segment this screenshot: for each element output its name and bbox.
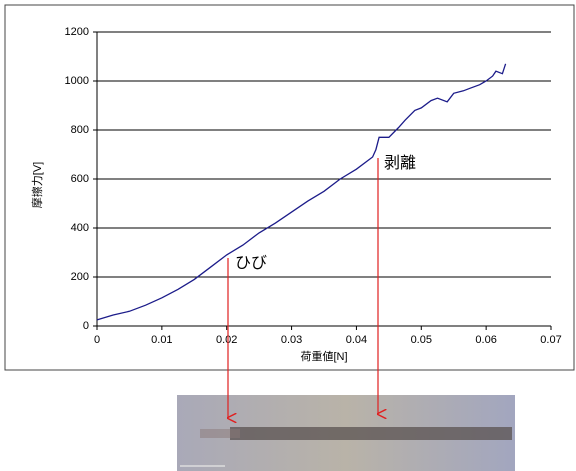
x-tick-label: 0: [94, 334, 100, 346]
annotation: ひび: [235, 254, 267, 272]
y-axis-label: 摩擦力[V]: [30, 162, 44, 208]
chart: 摩擦力[V] 荷重値[N] 0 200 400 600 800 1000 1200 0 0.01…: [0, 0, 576, 471]
y-tick-label: 1000: [65, 75, 89, 87]
x-tick-label: 0.05: [411, 334, 432, 346]
chart-frame: [5, 5, 574, 370]
x-tick-label: 0.02: [216, 334, 237, 346]
page: {"chart_data": {"type": "line", "x_label…: [0, 0, 576, 471]
annotation: 剥離: [384, 154, 416, 172]
x-tick-label: 0.06: [475, 334, 496, 346]
y-tick-label: 0: [83, 320, 89, 332]
x-axis-label: 荷重値[N]: [300, 349, 347, 363]
y-tick-label: 400: [71, 222, 89, 234]
y-tick-label: 1200: [65, 26, 89, 38]
y-tick-label: 800: [71, 124, 89, 136]
x-tick-label: 0.04: [346, 334, 367, 346]
y-tick-label: 600: [71, 173, 89, 185]
x-tick-label: 0.03: [281, 334, 302, 346]
x-tick-label: 0.07: [540, 334, 561, 346]
y-tick-label: 200: [71, 271, 89, 283]
x-tick-label: 0.01: [151, 334, 172, 346]
